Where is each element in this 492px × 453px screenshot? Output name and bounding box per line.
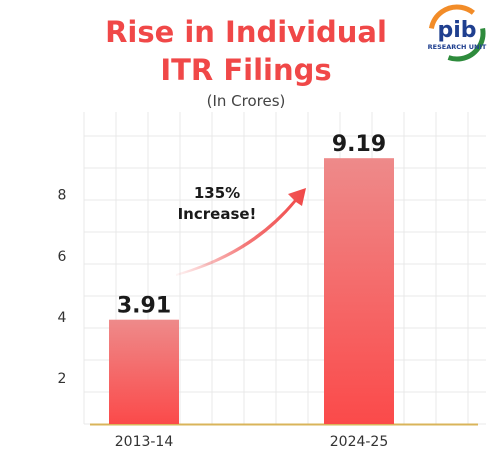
y-tick-label: 2 (58, 371, 67, 387)
bar-2024-25 (324, 158, 394, 424)
bar-value-label: 3.91 (117, 294, 171, 319)
chart-subtitle: (In Crores) (207, 92, 286, 110)
growth-arrow (176, 188, 306, 276)
annotation-line-2: Increase! (178, 205, 257, 223)
chart-title-line-2: ITR Filings (160, 53, 331, 87)
chart-bars (109, 158, 394, 424)
chart-labels: 2 4 6 8 3.91 2013-14 9.19 2024-25 (58, 132, 389, 450)
logo-caption: RESEARCH UNIT (428, 43, 487, 51)
pib-research-unit-logo: pib RESEARCH UNIT (428, 4, 487, 62)
chart-title-line-1: Rise in Individual (105, 15, 387, 49)
annotation-line-1: 135% (194, 184, 240, 202)
bar-2013-14 (109, 319, 179, 424)
y-tick-label: 6 (58, 249, 67, 265)
bar-value-label: 9.19 (332, 132, 386, 157)
y-tick-label: 4 (58, 310, 67, 326)
x-tick-label: 2024-25 (330, 434, 389, 450)
y-tick-label: 8 (58, 188, 67, 204)
logo-letters: pib (437, 18, 476, 43)
x-tick-label: 2013-14 (115, 434, 174, 450)
